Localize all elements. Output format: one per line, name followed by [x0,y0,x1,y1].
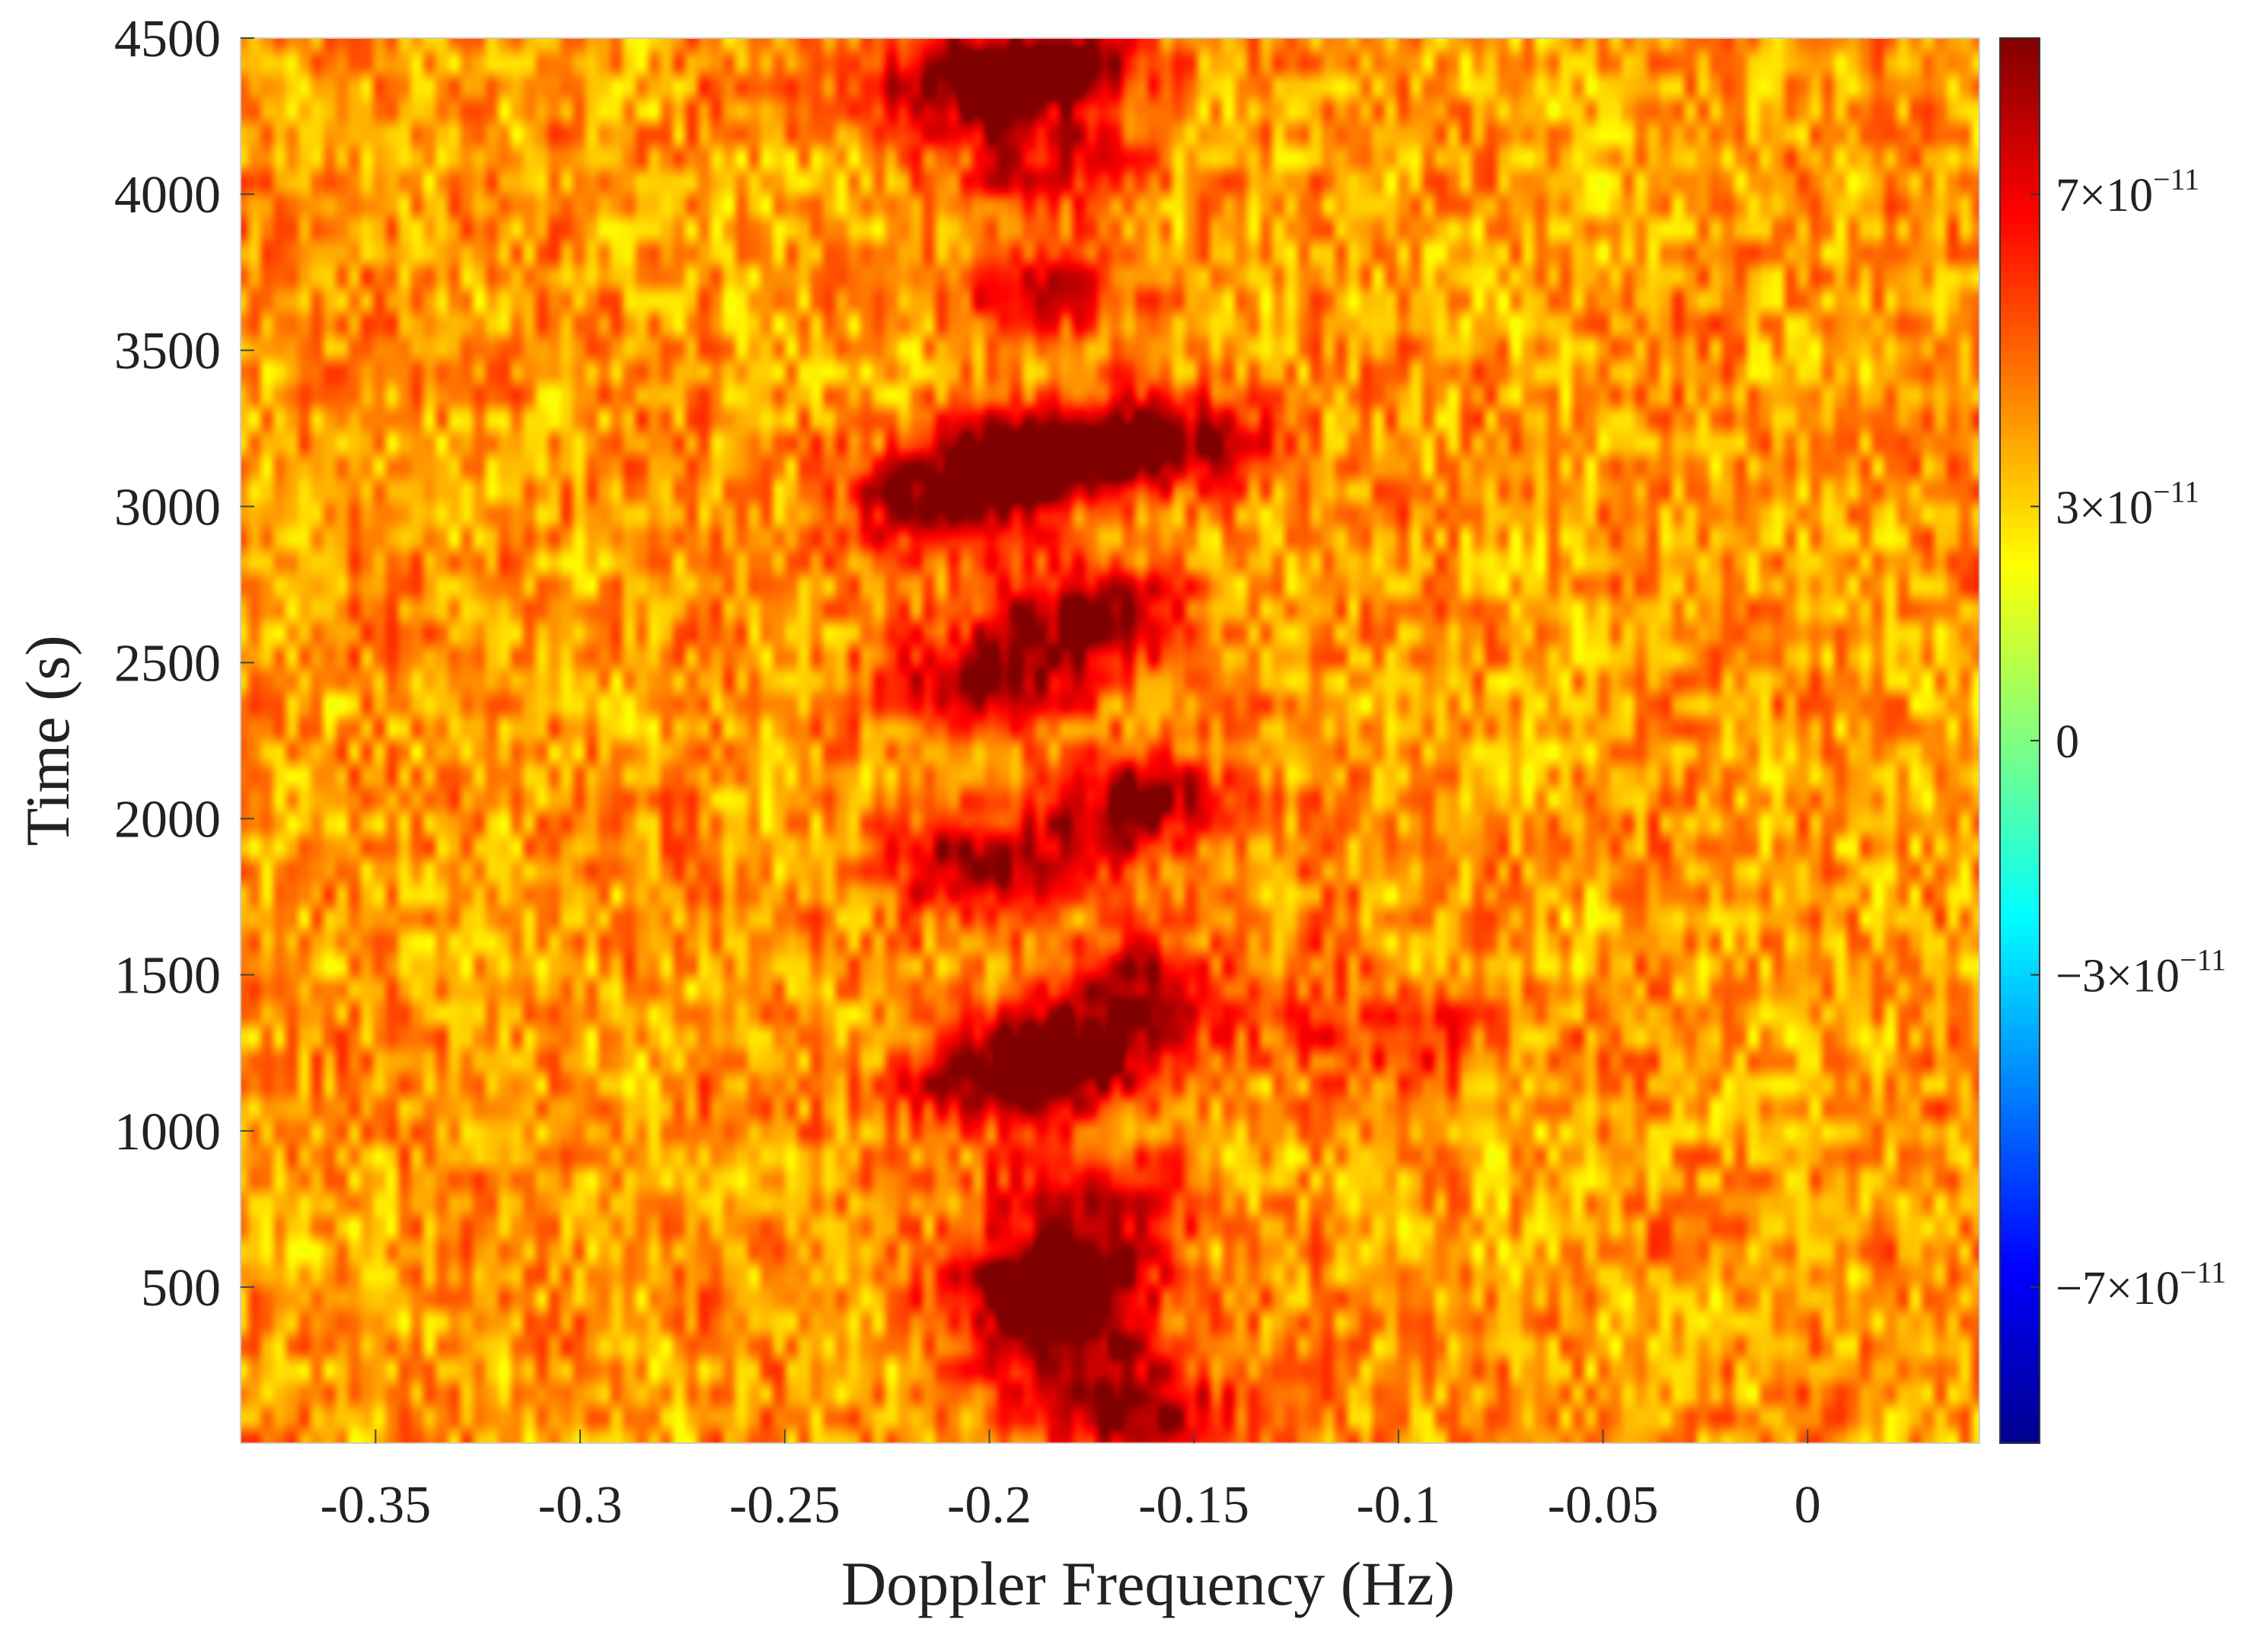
y-tick-label: 2500 [114,634,221,693]
y-tick-label: 2000 [114,791,221,849]
x-tick-label: 0 [1794,1476,1821,1535]
y-tick-label: 1000 [114,1103,221,1162]
x-tick-label: -0.3 [538,1476,623,1535]
y-tick-label: 4500 [114,10,221,69]
y-tick-label: 1500 [114,947,221,1006]
y-tick-label: 3500 [114,322,221,381]
x-tick-label: -0.25 [729,1476,841,1535]
heatmap-image [241,38,1979,1443]
x-tick-label: -0.15 [1138,1476,1249,1535]
y-tick-label: 4000 [114,166,221,225]
x-tick-label: -0.35 [320,1476,431,1535]
colorbar-tick-label: 3×10−11 [2056,474,2199,534]
y-axis-label: Time (s) [13,635,82,846]
plot-area [240,37,1980,1444]
x-tick-label: -0.05 [1548,1476,1659,1535]
x-axis-label: Doppler Frequency (Hz) [841,1549,1455,1618]
y-axis: 500 1000 1500 2000 2500 3000 3500 4000 4500 [114,10,254,1318]
x-axis: -0.35 -0.3 -0.25 -0.2 -0.15 -0.1 -0.05 0 [320,1429,1821,1535]
y-tick-label: 500 [141,1259,221,1318]
colorbar-tick-label: −7×10−11 [2056,1255,2226,1315]
colorbar: 7×10−11 3×10−11 0 −3×10−11 −7×10−11 [1999,37,2226,1444]
x-tick-label: -0.2 [947,1476,1032,1535]
colorbar-tick-label: −3×10−11 [2056,943,2226,1002]
colorbar-tick-label: 7×10−11 [2056,162,2199,222]
colorbar-tick-label: 0 [2056,716,2079,768]
x-tick-label: -0.1 [1356,1476,1440,1535]
plot-frame [240,37,1980,1444]
y-tick-label: 3000 [114,478,221,537]
